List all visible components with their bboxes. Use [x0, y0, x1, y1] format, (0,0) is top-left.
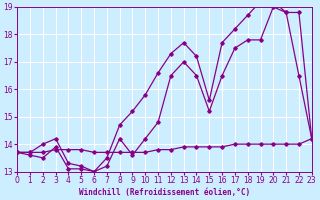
X-axis label: Windchill (Refroidissement éolien,°C): Windchill (Refroidissement éolien,°C)	[79, 188, 250, 197]
